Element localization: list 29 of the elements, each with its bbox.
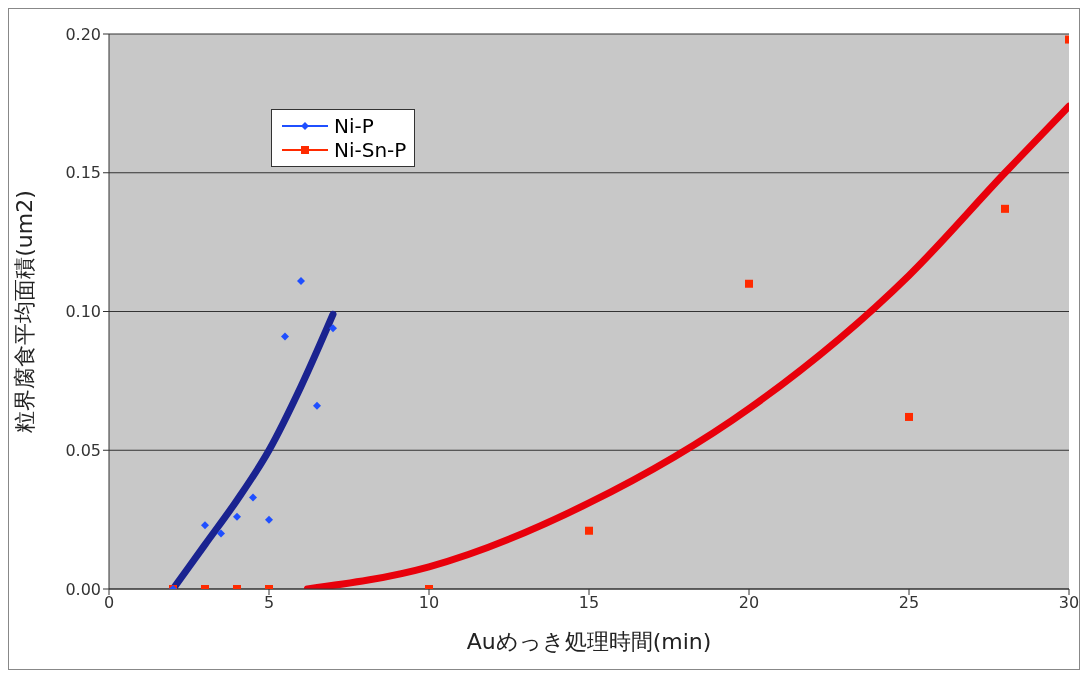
point xyxy=(249,493,257,502)
point xyxy=(297,276,305,285)
point xyxy=(201,521,209,530)
point xyxy=(329,324,337,333)
y-tick-label: 0.00 xyxy=(65,579,101,599)
x-tick-label: 5 xyxy=(263,593,275,613)
x-tick-label: 15 xyxy=(578,593,600,613)
point xyxy=(265,515,273,524)
y-tick-label: 0.10 xyxy=(65,302,101,322)
point xyxy=(281,332,289,341)
x-tick-label: 10 xyxy=(418,593,440,613)
x-tick-label: 25 xyxy=(898,593,920,613)
x-axis-title: Auめっき処理時間(min) xyxy=(466,629,712,654)
point xyxy=(233,512,241,521)
x-tick-label: 20 xyxy=(738,593,760,613)
x-tick-label: 0 xyxy=(103,593,115,613)
legend-label: Ni-Sn-P xyxy=(334,138,407,162)
point xyxy=(313,401,321,410)
point xyxy=(585,526,593,535)
legend-label: Ni-P xyxy=(334,114,374,138)
y-tick-label: 0.20 xyxy=(65,24,101,44)
y-tick-label: 0.05 xyxy=(65,440,101,460)
point xyxy=(217,529,225,538)
point xyxy=(1001,204,1009,213)
point xyxy=(905,412,913,421)
y-axis-title: 粒界腐食平均面積(um2) xyxy=(11,190,37,433)
y-tick-label: 0.15 xyxy=(65,163,101,183)
x-tick-label: 30 xyxy=(1058,593,1080,613)
point xyxy=(745,279,753,288)
